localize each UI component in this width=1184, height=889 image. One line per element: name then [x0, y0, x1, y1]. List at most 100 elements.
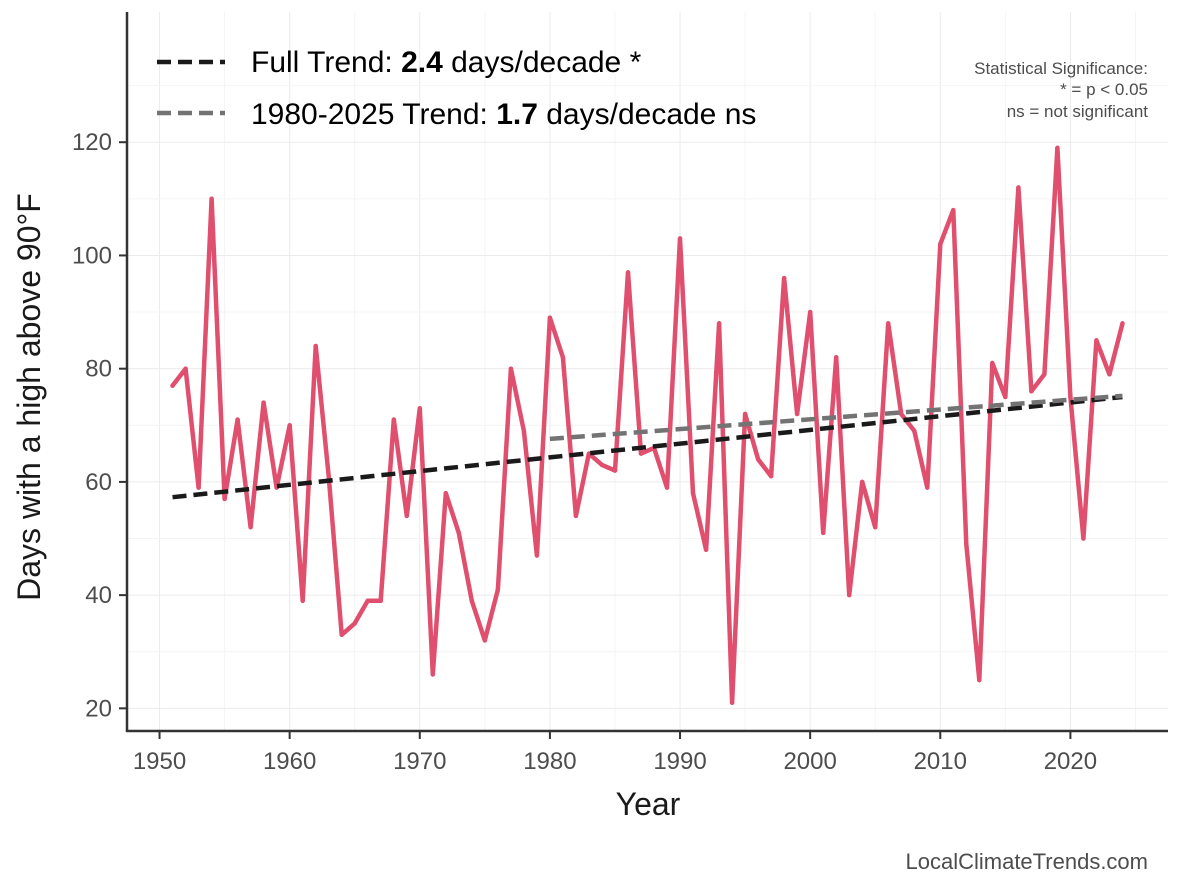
x-tick-label: 1970: [393, 748, 446, 775]
data-point: [170, 383, 175, 388]
data-point: [521, 428, 527, 434]
data-point: [1016, 185, 1021, 190]
data-point: [235, 417, 240, 422]
legend-full-trend-value: 2.4: [401, 46, 443, 79]
data-series: [170, 145, 1125, 705]
data-point: [664, 485, 670, 490]
data-point: [365, 598, 370, 603]
y-tick-label: 60: [85, 469, 112, 496]
data-point: [209, 196, 214, 202]
y-axis-ticks: 20 40 60 80 100 120: [72, 129, 127, 722]
data-point: [482, 638, 488, 643]
data-point: [833, 355, 839, 360]
data-point: [703, 547, 709, 553]
data-point: [612, 468, 618, 473]
x-tick-label: 2010: [914, 748, 967, 775]
data-point: [820, 530, 826, 536]
data-point: [899, 411, 904, 417]
data-point: [326, 474, 331, 479]
legend-full-trend-prefix: Full Trend:: [251, 46, 401, 79]
data-point: [925, 485, 930, 490]
data-point: [755, 457, 761, 462]
site-credit: LocalClimateTrends.com: [906, 849, 1149, 874]
data-point: [430, 672, 435, 677]
data-point: [938, 241, 943, 247]
data-point: [912, 428, 917, 434]
legend-recent-trend-prefix: 1980-2025 Trend:: [251, 98, 496, 131]
x-tick-label: 2000: [783, 748, 836, 775]
legend-recent-trend-value: 1.7: [496, 98, 538, 131]
data-point: [300, 598, 305, 603]
significance-note-ns: ns = not significant: [1007, 102, 1149, 121]
legend: Full Trend: 2.4 days/decade * 1980-2025 …: [157, 46, 756, 131]
data-point: [508, 366, 514, 371]
data-point: [1042, 372, 1047, 377]
data-point: [1094, 338, 1099, 343]
data-point: [886, 321, 891, 326]
data-point: [860, 479, 865, 485]
x-tick-label: 1980: [523, 748, 576, 775]
data-point: [560, 355, 566, 360]
x-tick-label: 1990: [653, 748, 706, 775]
trend-line-full: [172, 394, 1123, 500]
y-tick-label: 40: [85, 582, 112, 609]
data-point: [677, 236, 683, 241]
data-point: [222, 496, 227, 502]
data-point: [196, 485, 201, 490]
y-tick-label: 120: [72, 129, 112, 156]
trend-line-recent: [549, 393, 1123, 442]
data-point: [313, 343, 318, 349]
significance-note-title: Statistical Significance:: [974, 59, 1148, 78]
data-point: [716, 321, 722, 326]
data-point: [547, 315, 553, 320]
data-point: [1003, 394, 1008, 400]
data-point: [768, 474, 774, 479]
data-point: [729, 700, 735, 705]
x-axis-title: Year: [616, 786, 681, 822]
data-point: [404, 513, 409, 519]
data-point: [417, 406, 422, 411]
data-point: [794, 411, 800, 417]
data-point: [443, 491, 449, 496]
data-point: [781, 275, 787, 281]
y-tick-label: 80: [85, 356, 112, 383]
x-tick-label: 2020: [1044, 748, 1097, 775]
legend-full-trend-suffix: days/decade *: [443, 46, 642, 79]
data-point: [846, 592, 852, 598]
x-tick-label: 1960: [263, 748, 316, 775]
x-tick-label: 1950: [133, 748, 186, 775]
significance-note: Statistical Significance: * = p < 0.05 n…: [974, 59, 1148, 121]
data-point: [964, 541, 969, 547]
data-point: [456, 530, 462, 536]
data-point: [990, 360, 995, 366]
data-point: [534, 553, 540, 558]
data-point: [378, 598, 383, 603]
data-point: [573, 513, 579, 519]
data-point: [807, 309, 813, 315]
data-point: [287, 423, 292, 428]
data-point: [742, 411, 748, 417]
data-point: [1068, 394, 1073, 400]
data-point: [690, 491, 696, 496]
x-axis-ticks: 1950 1960 1970 1980 1990 2000 2010 2020: [133, 731, 1097, 775]
data-point: [599, 462, 605, 468]
data-point: [495, 587, 501, 592]
significance-note-p: * = p < 0.05: [1060, 80, 1148, 99]
data-point: [625, 270, 631, 275]
data-point: [469, 598, 475, 603]
axes: [125, 12, 1168, 733]
data-point: [1081, 536, 1086, 541]
data-point: [352, 621, 357, 626]
data-point: [1055, 145, 1060, 151]
series-line-hot-days: [170, 145, 1125, 705]
data-point: [1120, 321, 1125, 326]
y-axis-title: Days with a high above 90°F: [11, 193, 47, 601]
legend-label-full-trend: Full Trend: 2.4 days/decade *: [251, 46, 642, 79]
data-point: [248, 524, 253, 530]
data-point: [391, 417, 396, 422]
y-tick-label: 20: [85, 695, 112, 722]
data-point: [183, 366, 188, 371]
data-point: [339, 632, 344, 637]
data-point: [586, 451, 592, 456]
